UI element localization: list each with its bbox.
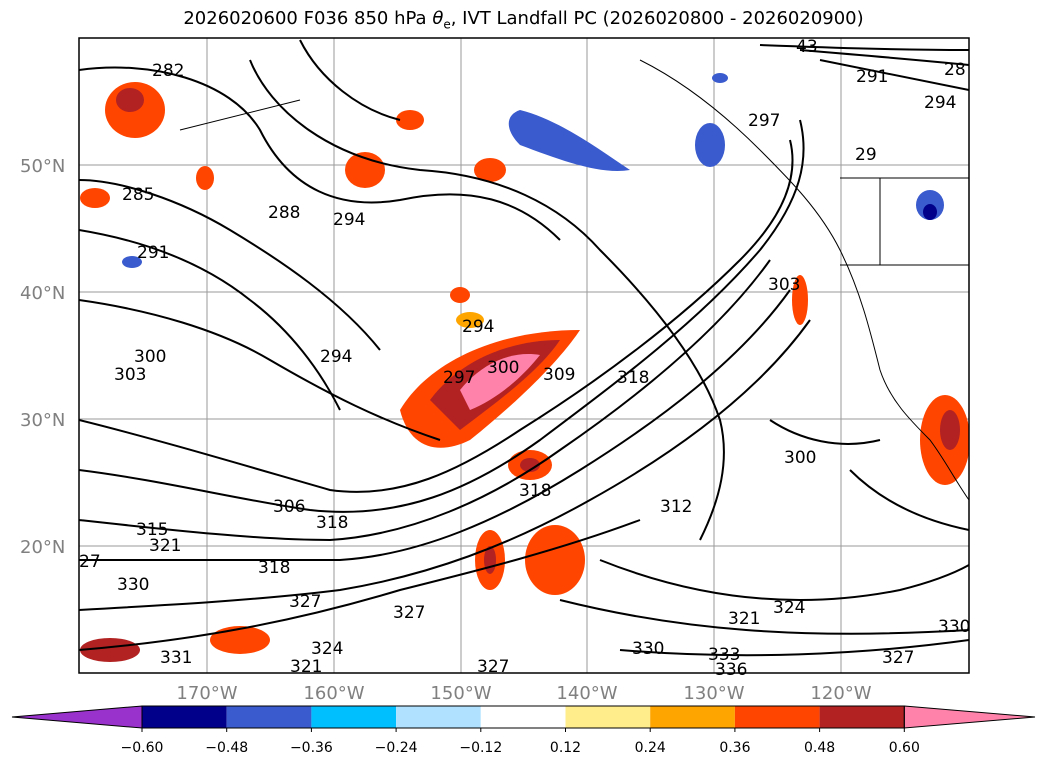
- contour-label: 324: [773, 598, 805, 618]
- lon-label-150w: 150°W: [430, 683, 491, 704]
- colorbar-tick-label: 0.36: [719, 740, 750, 756]
- colorbar-segment: [142, 706, 227, 728]
- pc-filled-contours: [80, 73, 969, 662]
- contour-labels: 282 285 288 291 294 294 294 297 300 300 …: [79, 37, 970, 680]
- contour-label: 318: [316, 513, 348, 533]
- contour-label: 327: [393, 603, 425, 623]
- theta-e-contours: [79, 39, 969, 657]
- colorbar-tick-label: −0.24: [375, 740, 418, 756]
- colorbar-segment: [819, 706, 905, 728]
- colorbar: −0.60 −0.48 −0.36 −0.24 −0.12 0.12 0.24 0.36 0.4…: [11, 705, 1036, 756]
- contour-label: 331: [160, 648, 192, 668]
- contour-label: 291: [137, 243, 169, 263]
- lon-label-170w: 170°W: [176, 683, 237, 704]
- colorbar-segment: [565, 706, 651, 728]
- contour-label: 303: [114, 365, 146, 385]
- contour-label: 321: [728, 609, 760, 629]
- colorbar-tick-label: −0.60: [121, 740, 164, 756]
- contour-label: 318: [617, 368, 649, 388]
- colorbar-extend-high: [903, 705, 1036, 729]
- contour-label: 330: [938, 617, 970, 637]
- colorbar-tick-label: −0.36: [290, 740, 333, 756]
- contour-label: 324: [311, 639, 343, 659]
- contour-label: 297: [748, 111, 780, 131]
- lon-label-140w: 140°W: [556, 683, 617, 704]
- contour-label: 294: [333, 210, 365, 230]
- contour-label: 327: [882, 648, 914, 668]
- contour-label: 285: [122, 185, 154, 205]
- contour-label: 330: [632, 639, 664, 659]
- map-plot-area: [79, 38, 969, 673]
- lat-label-20n: 20°N: [20, 537, 65, 558]
- contour-label: 315: [136, 520, 168, 540]
- colorbar-segment: [734, 706, 820, 728]
- map-title: 2026020600 F036 850 hPa θe, IVT Landfall…: [183, 8, 864, 32]
- colorbar-tick-label: −0.12: [459, 740, 502, 756]
- contour-label: 291: [856, 67, 888, 87]
- contour-label: 321: [149, 536, 181, 556]
- contour-label: 327: [477, 657, 509, 677]
- contour-label: 27: [79, 552, 101, 572]
- colorbar-segment: [650, 706, 735, 728]
- colorbar-segment: [226, 706, 312, 728]
- colorbar-tick-label: 0.60: [889, 740, 920, 756]
- contour-label: 43: [796, 37, 818, 57]
- contour-label: 294: [320, 347, 352, 367]
- latitude-labels: 50°N 40°N 30°N 20°N: [20, 156, 65, 558]
- lon-label-130w: 130°W: [683, 683, 744, 704]
- colorbar-tick-label: 0.12: [550, 740, 581, 756]
- contour-label: 333: [708, 645, 740, 665]
- colorbar-segment: [396, 706, 481, 728]
- longitude-labels: 170°W 160°W 150°W 140°W 130°W 120°W: [176, 683, 871, 704]
- colorbar-segment: [480, 706, 566, 728]
- contour-label: 336: [715, 660, 747, 680]
- contour-label: 309: [543, 365, 575, 385]
- lat-label-40n: 40°N: [20, 283, 65, 304]
- contour-label: 327: [289, 592, 321, 612]
- contour-label: 330: [117, 575, 149, 595]
- contour-label: 29: [855, 145, 877, 165]
- contour-label: 300: [487, 358, 519, 378]
- colorbar-tick-label: −0.48: [205, 740, 248, 756]
- lon-label-120w: 120°W: [810, 683, 871, 704]
- contour-label: 321: [290, 657, 322, 677]
- colorbar-tick-label: 0.24: [635, 740, 666, 756]
- colorbar-frame: [141, 705, 905, 729]
- contour-label: 282: [152, 61, 184, 81]
- coastlines: [179, 59, 969, 501]
- colorbar-tick-label: 0.48: [804, 740, 835, 756]
- contour-label: 303: [768, 275, 800, 295]
- contour-label: 294: [924, 93, 956, 113]
- contour-label: 306: [273, 497, 305, 517]
- colorbar-segment: [311, 706, 397, 728]
- contour-label: 297: [443, 368, 475, 388]
- contour-label: 312: [660, 497, 692, 517]
- lat-label-30n: 30°N: [20, 410, 65, 431]
- colorbar-extend-low: [11, 705, 143, 729]
- contour-label: 288: [268, 203, 300, 223]
- contour-label: 28: [944, 60, 966, 80]
- graticule: [79, 38, 969, 673]
- contour-label: 294: [462, 317, 494, 337]
- contour-label: 318: [519, 481, 551, 501]
- lat-label-50n: 50°N: [20, 156, 65, 177]
- lon-label-160w: 160°W: [303, 683, 364, 704]
- map-frame: [78, 37, 970, 674]
- contour-label: 318: [258, 558, 290, 578]
- contour-label: 300: [784, 448, 816, 468]
- contour-label: 300: [134, 347, 166, 367]
